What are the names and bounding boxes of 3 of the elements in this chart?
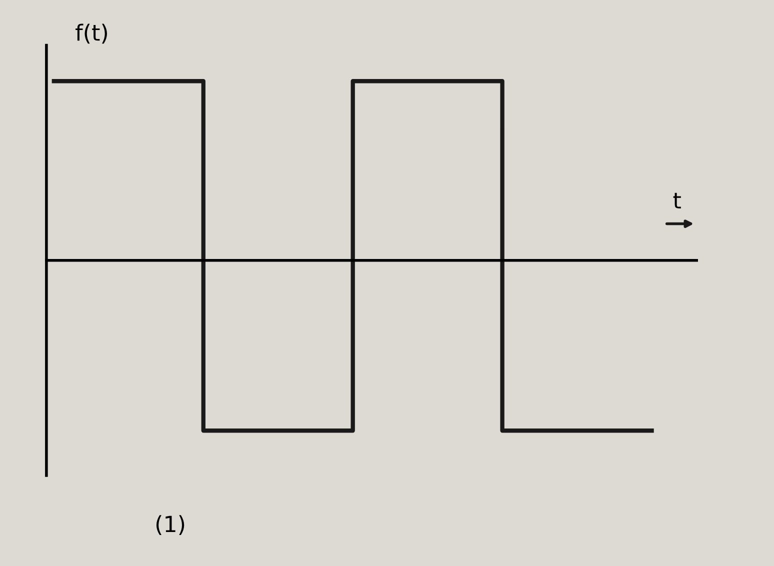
- y-axis-title: f(t): [76, 24, 107, 44]
- text: (1): [156, 515, 184, 535]
- x-axis-title: t: [673, 192, 681, 208]
